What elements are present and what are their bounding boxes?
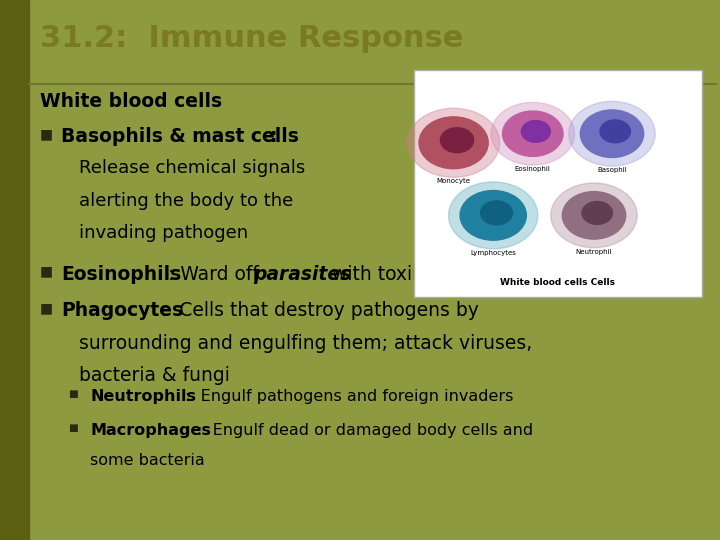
Circle shape: [600, 120, 631, 143]
Circle shape: [419, 117, 488, 168]
Text: ■: ■: [68, 389, 78, 399]
Text: White blood cells Cells: White blood cells Cells: [500, 278, 616, 287]
Text: :: :: [192, 92, 199, 111]
Text: Basophil: Basophil: [597, 167, 627, 173]
Text: surrounding and engulfing them; attack viruses,: surrounding and engulfing them; attack v…: [79, 334, 533, 353]
Text: White blood cells: White blood cells: [40, 92, 222, 111]
Text: :  Cells that destroy pathogens by: : Cells that destroy pathogens by: [161, 301, 478, 320]
Circle shape: [562, 192, 626, 239]
Text: :  Engulf pathogens and foreign invaders: : Engulf pathogens and foreign invaders: [185, 389, 513, 404]
Text: Lymphocytes: Lymphocytes: [470, 250, 516, 256]
Circle shape: [521, 120, 550, 143]
Circle shape: [491, 103, 575, 165]
Text: with toxins: with toxins: [326, 265, 434, 284]
Circle shape: [481, 201, 513, 225]
Text: Neutrophil: Neutrophil: [576, 249, 612, 255]
Circle shape: [551, 183, 637, 248]
Text: Monocyte: Monocyte: [436, 178, 471, 185]
Text: ■: ■: [68, 423, 78, 433]
Text: ■: ■: [40, 265, 53, 279]
Circle shape: [569, 102, 655, 166]
Circle shape: [460, 191, 526, 240]
Text: Macrophages: Macrophages: [90, 423, 211, 438]
Text: 31.2:  Immune Response: 31.2: Immune Response: [40, 24, 463, 53]
Text: some bacteria: some bacteria: [90, 453, 204, 468]
Bar: [0, 0, 29, 540]
Circle shape: [503, 111, 563, 157]
Text: Neutrophils: Neutrophils: [90, 389, 196, 404]
Circle shape: [441, 128, 474, 153]
Text: :  Engulf dead or damaged body cells and: : Engulf dead or damaged body cells and: [197, 423, 533, 438]
Text: ■: ■: [40, 127, 53, 141]
Text: Basophils & mast cells: Basophils & mast cells: [61, 127, 299, 146]
Text: :: :: [270, 127, 277, 146]
Circle shape: [408, 108, 500, 177]
Text: : Ward off: : Ward off: [168, 265, 265, 284]
Text: parasites: parasites: [253, 265, 351, 284]
Text: alerting the body to the: alerting the body to the: [79, 192, 294, 210]
Text: Eosinophil: Eosinophil: [515, 166, 551, 172]
Text: Release chemical signals: Release chemical signals: [79, 159, 305, 177]
Text: Eosinophils: Eosinophils: [61, 265, 181, 284]
Text: invading pathogen: invading pathogen: [79, 224, 248, 242]
Bar: [414, 70, 702, 297]
Circle shape: [582, 201, 613, 225]
Text: Phagocytes: Phagocytes: [61, 301, 184, 320]
Circle shape: [449, 182, 538, 249]
Text: bacteria & fungi: bacteria & fungi: [79, 366, 230, 385]
Circle shape: [580, 110, 644, 158]
Text: ■: ■: [40, 301, 53, 315]
